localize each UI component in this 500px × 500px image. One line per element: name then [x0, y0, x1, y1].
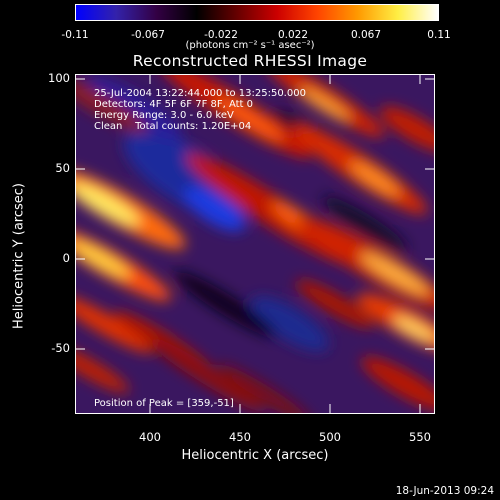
x-tick: 450: [229, 430, 251, 444]
x-tick: 550: [409, 430, 431, 444]
colorbar-tick: 0.067: [350, 29, 382, 41]
datestamp: 18-Jun-2013 09:24: [395, 485, 494, 497]
y-tick: 100: [48, 71, 70, 85]
y-tick: -50: [51, 341, 70, 355]
x-tick: 500: [319, 430, 341, 444]
y-axis-label: Heliocentric Y (arcsec): [11, 183, 27, 329]
y-tick: 50: [55, 161, 70, 175]
y-tick: 0: [62, 251, 70, 265]
plot-title: Reconstructed RHESSI Image: [132, 52, 368, 70]
colorbar-tick: -0.067: [131, 29, 165, 41]
colorbar-tick: 0.11: [427, 29, 451, 41]
x-axis-label: Heliocentric X (arcsec): [181, 448, 329, 463]
peak-position: Position of Peak = [359,-51]: [94, 398, 234, 409]
axis-ticks: [75, 74, 435, 414]
colorbar-tick: 0.022: [277, 29, 309, 41]
colorbar: [75, 4, 439, 21]
time-range: 25-Jul-2004 13:22:44.000 to 13:25:50.000: [94, 88, 306, 99]
clean-counts: Clean Total counts: 1.20E+04: [94, 121, 252, 132]
detectors: Detectors: 4F 5F 6F 7F 8F, Att 0: [94, 99, 254, 110]
colorbar-tick: -0.022: [204, 29, 238, 41]
energy-range: Energy Range: 3.0 - 6.0 keV: [94, 110, 234, 121]
x-tick: 400: [139, 430, 161, 444]
colorbar-units: (photons cm⁻² s⁻¹ asec⁻²): [185, 40, 315, 51]
rhessi-image: [75, 74, 435, 414]
colorbar-tick: -0.11: [61, 29, 89, 41]
